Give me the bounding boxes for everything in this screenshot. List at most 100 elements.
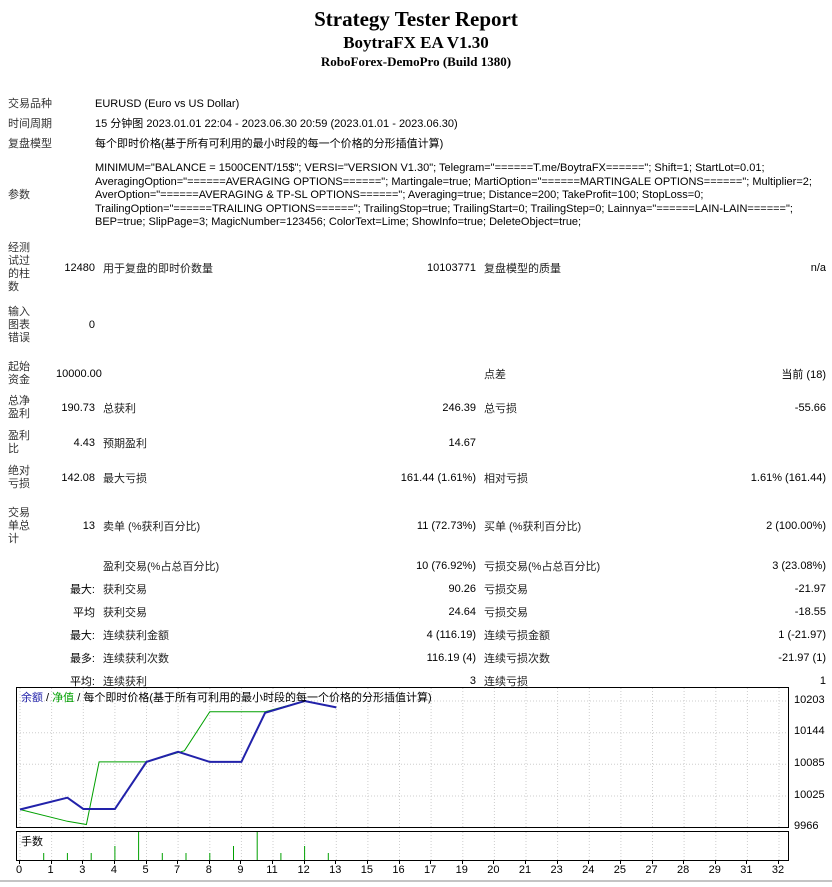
x-axis-label-22: 29 <box>708 864 721 876</box>
balance-equity-chart: 余额 / 净值 / 每个即时价格(基于所有可利用的最小时段的每一个价格的分形插值… <box>0 680 832 887</box>
summary-row-9-c4: 24.64 <box>448 605 476 618</box>
summary-row-7-c5: 亏损交易(%占总百分比) <box>484 560 601 573</box>
volume-panel: 手数 <box>16 831 789 861</box>
summary-row-1-c2: 0 <box>88 319 95 331</box>
summary-row-2-c1: 起始 资金 <box>8 360 30 386</box>
ea-name: BoytraFX EA V1.30 <box>343 33 489 52</box>
x-axis-label-16: 21 <box>518 864 532 876</box>
x-axis-tick-20 <box>651 861 653 864</box>
summary-row-11-c2: 最多: <box>69 652 95 665</box>
summary-row-3-c2: 190.73 <box>61 401 95 414</box>
summary-row-8-c3: 获利交易 <box>103 583 147 596</box>
summary-row-0-c2: 12480 <box>64 261 95 274</box>
x-axis-tick-12 <box>398 861 400 864</box>
summary-row-2: 起始 资金 10000.00 点差 当前 (18) <box>8 361 826 387</box>
x-axis-label-1: 1 <box>47 864 54 876</box>
x-axis-label-3: 4 <box>110 864 117 876</box>
summary-row-6: 交易 单总 计 13 卖单 (%获利百分比) 11 (72.73%) 买单 (%获利百分… <box>8 507 826 546</box>
x-axis-tick-13 <box>430 861 432 864</box>
x-axis-label-24: 32 <box>771 864 785 876</box>
y-axis-label-1: 10144 <box>794 725 825 738</box>
balance-chart-svg <box>17 688 788 827</box>
summary-row-12-c5: 连续亏损 <box>484 675 528 688</box>
x-axis-tick-14 <box>461 861 463 864</box>
summary-row-2-c6: 当前 (18) <box>781 368 826 381</box>
summary-row-1-c1: 输入 图表 错误 <box>8 305 30 344</box>
x-axis-label-13: 17 <box>423 864 437 876</box>
report-title: Strategy Tester Report <box>314 7 518 31</box>
balance-chart-panel <box>16 687 789 828</box>
summary-row-10-c5: 连续亏损金额 <box>484 629 550 642</box>
x-axis-tick-1 <box>50 861 52 864</box>
legend-model-note: 每个即时价格(基于所有可利用的最小时段的每一个价格的分形插值计算) <box>83 692 432 704</box>
server-build: RoboForex-DemoPro (Build 1380) <box>320 54 512 69</box>
summary-row-3-c6: -55.66 <box>794 401 826 414</box>
info-value-2: 每个即时价格(基于所有可利用的最小时段的每一个价格的分形插值计算) <box>95 138 444 150</box>
x-axis-label-10: 13 <box>329 864 342 876</box>
summary-row-9-c2: 平均 <box>73 606 95 619</box>
volume-svg <box>19 832 780 860</box>
x-axis-label-18: 24 <box>582 864 595 876</box>
x-axis-label-9: 12 <box>297 864 310 876</box>
summary-row-12-c2: 平均: <box>69 675 95 688</box>
summary-row-5-c3: 最大亏损 <box>103 472 147 485</box>
summary-row-0-c4: 10103771 <box>427 261 476 274</box>
info-value-3: MINIMUM="BALANCE = 1500CENT/15$"; VERSI=… <box>95 162 812 228</box>
summary-row-4-c1: 盈利 比 <box>8 429 30 455</box>
summary-row-8-c4: 90.26 <box>448 582 476 595</box>
summary-row-9-c6: -18.55 <box>794 605 826 618</box>
summary-row-5-c6: 1.61% (161.44) <box>750 471 826 484</box>
x-axis-tick-9 <box>303 861 305 864</box>
x-axis-tick-8 <box>272 861 273 864</box>
summary-row-10-c3: 连续获利金额 <box>103 629 169 642</box>
summary-row-0-c1: 经测 试过 的柱 数 <box>8 241 30 293</box>
summary-row-4: 盈利 比 4.43 预期盈利 14.67 <box>8 430 826 456</box>
x-axis-tick-22 <box>714 861 716 864</box>
legend-separator-2: / <box>74 692 84 704</box>
summary-row-11-c3: 连续获利次数 <box>103 652 169 665</box>
x-axis-tick-2 <box>82 861 84 864</box>
x-axis-tick-3 <box>113 861 115 864</box>
x-axis-tick-7 <box>240 861 242 864</box>
x-axis-label-23: 31 <box>740 864 753 876</box>
x-axis-tick-15 <box>493 861 495 864</box>
info-row-0: 交易品种 EURUSD (Euro vs US Dollar) <box>8 94 832 114</box>
info-value-0: EURUSD (Euro vs US Dollar) <box>95 98 240 110</box>
legend-equity-label: 净值 <box>52 692 75 704</box>
summary-row-6-c2: 13 <box>82 520 95 532</box>
volume-gridlines <box>19 832 780 860</box>
summary-row-6-c5: 买单 (%获利百分比) <box>484 521 582 533</box>
summary-row-4-c3: 预期盈利 <box>103 437 147 450</box>
summary-row-11: 最多: 连续获利次数 116.19 (4) 连续亏损次数 -21.97 (1) <box>8 650 826 666</box>
summary-row-5-c5: 相对亏损 <box>484 472 528 485</box>
x-axis-tick-10 <box>335 861 337 864</box>
x-axis-tick-16 <box>525 861 526 864</box>
info-value-1: 15 分钟图 2023.01.01 22:04 - 2023.06.30 20:… <box>95 118 458 130</box>
x-axis-tick-4 <box>145 861 147 864</box>
x-axis-tick-11 <box>366 861 368 864</box>
summary-row-9-c5: 亏损交易 <box>484 606 528 619</box>
x-axis-label-20: 27 <box>645 864 658 876</box>
summary-row-3-c3: 总获利 <box>103 402 136 415</box>
summary-row-7-c6: 3 (23.08%) <box>772 559 826 572</box>
summary-row-5: 绝对 亏损 142.08 最大亏损 161.44 (1.61%) 相对亏损 1.61% (… <box>8 465 826 491</box>
summary-row-0-c3: 用于复盘的即时价数量 <box>103 262 213 275</box>
x-axis-label-5: 7 <box>174 864 181 876</box>
info-row-1: 时间周期 15 分钟图 2023.01.01 22:04 - 2023.06.30… <box>8 114 832 134</box>
y-axis-label-2: 10085 <box>794 756 825 769</box>
summary-row-3-c4: 246.39 <box>442 401 476 414</box>
x-axis-label-17: 23 <box>550 864 563 876</box>
summary-row-12: 平均: 连续获利 3 连续亏损 1 <box>8 673 826 689</box>
x-axis-label-0: 0 <box>15 864 23 876</box>
bottom-separator <box>0 880 832 882</box>
summary-row-5-c1: 绝对 亏损 <box>8 464 30 490</box>
info-label-2: 复盘模型 <box>8 138 52 150</box>
results-table: 经测 试过 的柱 数 12480 用于复盘的即时价数量 10103771 复盘模型的质量… <box>0 242 832 689</box>
x-axis-label-6: 8 <box>205 864 212 876</box>
summary-row-9-c3: 获利交易 <box>103 606 147 619</box>
y-axis-label-3: 10025 <box>794 788 825 801</box>
summary-row-5-c2: 142.08 <box>61 471 95 484</box>
x-axis-tick-6 <box>208 861 210 864</box>
summary-row-1: 输入 图表 错误 0 <box>8 306 826 345</box>
report-header: Strategy Tester Report BoytraFX EA V1.30… <box>0 0 832 70</box>
